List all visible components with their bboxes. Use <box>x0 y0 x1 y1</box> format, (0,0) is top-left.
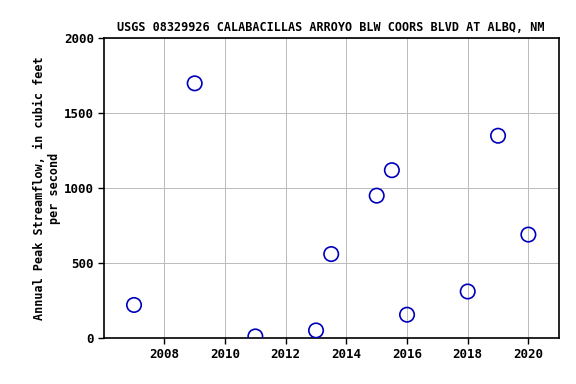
Point <box>327 251 336 257</box>
Point <box>494 132 503 139</box>
Point <box>463 288 472 295</box>
Point <box>403 312 412 318</box>
Point <box>372 192 381 199</box>
Point <box>130 302 139 308</box>
Y-axis label: Annual Peak Streamflow, in cubic feet
per second: Annual Peak Streamflow, in cubic feet pe… <box>33 56 61 320</box>
Point <box>312 327 321 333</box>
Point <box>190 80 199 86</box>
Point <box>524 232 533 238</box>
Title: USGS 08329926 CALABACILLAS ARROYO BLW COORS BLVD AT ALBQ, NM: USGS 08329926 CALABACILLAS ARROYO BLW CO… <box>118 22 545 35</box>
Point <box>251 333 260 339</box>
Point <box>387 167 396 173</box>
